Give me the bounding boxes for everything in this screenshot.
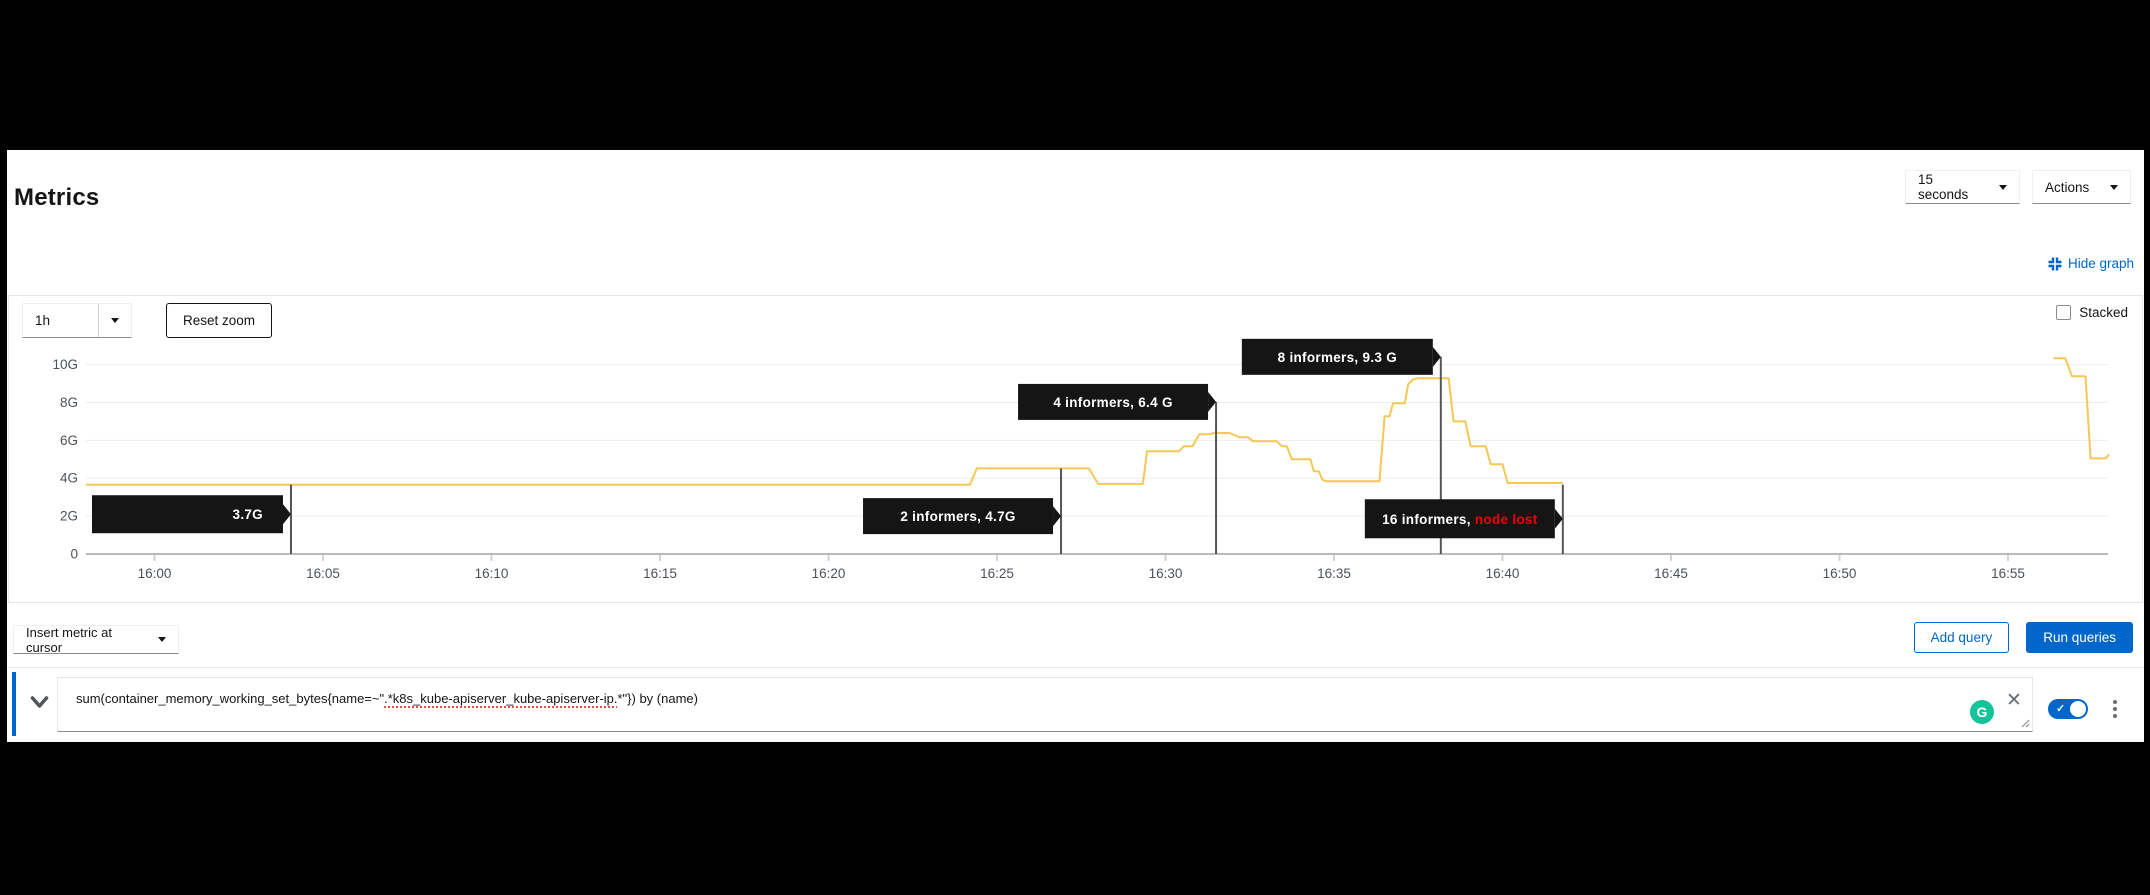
svg-text:4G: 4G bbox=[60, 471, 78, 486]
query-accent-bar bbox=[12, 672, 16, 736]
svg-text:0: 0 bbox=[70, 547, 78, 562]
compress-icon bbox=[2048, 257, 2062, 270]
kebab-menu-icon[interactable] bbox=[2107, 697, 2123, 721]
svg-text:6G: 6G bbox=[60, 433, 78, 448]
svg-text:16:00: 16:00 bbox=[138, 566, 172, 581]
query-toolbar-buttons: Add query Run queries bbox=[1913, 622, 2133, 653]
chart-svg: 0 2G 4G 6G 8G 10G 16:00 16:05 16:10 16:15 16:20 16:… bbox=[52, 338, 2110, 581]
query-expand-toggle[interactable] bbox=[28, 694, 51, 714]
graph-panel: 0 2G 4G 6G 8G 10G 16:00 16:05 16:10 16:15 16:20 16:… bbox=[8, 295, 2143, 603]
refresh-interval-select[interactable]: 15 seconds bbox=[1905, 170, 2020, 204]
toggle-knob bbox=[2070, 701, 2086, 717]
stacked-checkbox[interactable] bbox=[2056, 305, 2072, 320]
clear-query-icon[interactable]: ✕ bbox=[2006, 690, 2022, 711]
svg-text:16:25: 16:25 bbox=[980, 566, 1014, 581]
add-query-button[interactable]: Add query bbox=[1913, 622, 2010, 653]
header-controls: 15 seconds Actions bbox=[1905, 170, 2131, 204]
svg-text:16:05: 16:05 bbox=[306, 566, 340, 581]
run-queries-button[interactable]: Run queries bbox=[2026, 622, 2133, 653]
actions-dropdown[interactable]: Actions bbox=[2032, 170, 2131, 204]
stacked-checkbox-group[interactable]: Stacked bbox=[2056, 305, 2128, 320]
chevron-down-icon bbox=[30, 696, 49, 708]
insert-metric-label: Insert metric at cursor bbox=[26, 624, 112, 655]
svg-text:3.7G: 3.7G bbox=[233, 507, 263, 522]
svg-text:2G: 2G bbox=[60, 509, 78, 524]
select-divider bbox=[98, 304, 99, 337]
chevron-down-icon bbox=[158, 637, 166, 642]
grammarly-icon[interactable]: G bbox=[1970, 700, 1994, 724]
svg-text:2 informers, 4.7G: 2 informers, 4.7G bbox=[900, 509, 1015, 524]
svg-text:8 informers, 9.3 G: 8 informers, 9.3 G bbox=[1278, 350, 1397, 365]
svg-text:16 informers, node lost: 16 informers, node lost bbox=[1382, 512, 1538, 527]
timespan-select[interactable]: 1h bbox=[22, 303, 132, 338]
svg-text:16:45: 16:45 bbox=[1654, 566, 1688, 581]
reset-zoom-button[interactable]: Reset zoom bbox=[166, 303, 273, 338]
chevron-down-icon bbox=[111, 318, 119, 323]
svg-text:16:50: 16:50 bbox=[1823, 566, 1857, 581]
page-title: Metrics bbox=[14, 184, 100, 212]
query-enabled-toggle[interactable]: ✓ bbox=[2048, 699, 2088, 719]
query-text-part1: sum(container_memory_working_set_bytes{n… bbox=[76, 691, 385, 706]
svg-text:16:30: 16:30 bbox=[1149, 566, 1183, 581]
actions-label: Actions bbox=[2045, 179, 2090, 195]
svg-text:16:20: 16:20 bbox=[812, 566, 846, 581]
chevron-down-icon bbox=[1999, 184, 2007, 190]
refresh-interval-value: 15 seconds bbox=[1918, 172, 1969, 202]
timespan-value: 1h bbox=[35, 313, 51, 328]
svg-text:16:35: 16:35 bbox=[1317, 566, 1351, 581]
query-text-misspelled: .*k8s_kube-apiserver_kube-apiserver-ip. bbox=[384, 691, 618, 706]
hide-graph-label: Hide graph bbox=[2067, 256, 2134, 271]
query-text-part3: *"}) by (name) bbox=[617, 691, 698, 706]
resize-handle[interactable] bbox=[2019, 717, 2030, 728]
check-icon: ✓ bbox=[2056, 703, 2066, 715]
svg-text:16:55: 16:55 bbox=[1991, 566, 2025, 581]
svg-text:16:10: 16:10 bbox=[475, 566, 509, 581]
insert-metric-dropdown[interactable]: Insert metric at cursor bbox=[13, 624, 179, 655]
svg-text:4 informers, 6.4 G: 4 informers, 6.4 G bbox=[1053, 395, 1172, 410]
stacked-label: Stacked bbox=[2079, 305, 2128, 320]
metrics-page: Metrics 15 seconds Actions Hide graph 0 2… bbox=[7, 150, 2144, 742]
svg-text:16:40: 16:40 bbox=[1486, 566, 1520, 581]
query-input[interactable]: sum(container_memory_working_set_bytes{n… bbox=[57, 677, 2033, 732]
svg-text:16:15: 16:15 bbox=[643, 566, 677, 581]
hide-graph-link[interactable]: Hide graph bbox=[2048, 256, 2134, 271]
chevron-down-icon bbox=[2110, 184, 2118, 190]
svg-text:8G: 8G bbox=[60, 395, 78, 410]
svg-text:10G: 10G bbox=[52, 357, 78, 372]
section-divider bbox=[7, 667, 2144, 668]
